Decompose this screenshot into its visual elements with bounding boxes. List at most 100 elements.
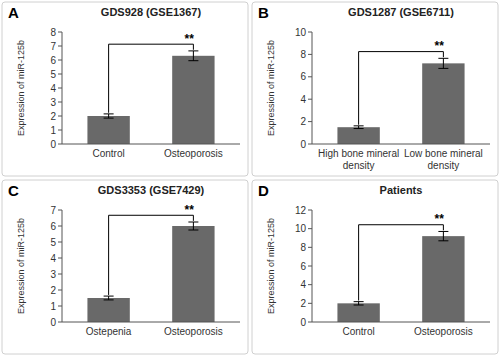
y-axis [312,32,313,144]
bar [87,298,129,322]
plot-area [87,51,214,144]
x-tick-label-line: Control [92,148,124,159]
y-tick-label: 1 [50,301,56,312]
y-tick-label: 3 [50,97,56,108]
y-tick [308,121,312,122]
y-tick [308,303,312,304]
y-tick [58,274,62,275]
y-tick [308,54,312,55]
y-tick-label: 8 [50,27,56,38]
panel: AGDS928 (GSE1367)Expression of miR-125b0… [2,2,248,176]
plot-area [337,231,464,322]
y-tick [308,266,312,267]
error-bar [438,58,448,68]
y-tick-label: 2 [300,298,306,309]
x-tick-label: Osteoporosis [414,326,473,337]
y-tick-label: 6 [300,71,306,82]
y-tick-label: 6 [50,221,56,232]
y-tick-label: 6 [50,55,56,66]
y-tick [58,88,62,89]
y-tick [308,32,312,33]
significance-text: ** [434,39,444,53]
x-tick-label-line: density [428,160,460,171]
x-tick-label-line: Osteoporosis [164,148,223,159]
y-tick [308,144,312,145]
y-tick [308,228,312,229]
bar [422,236,464,322]
x-tick-label: Ostepenia [86,326,132,337]
y-tick [308,322,312,323]
x-tick-label-line: High bone mineral [318,148,399,159]
panel-border [252,180,498,354]
x-tick-label-line: Low bone mineral [404,148,483,159]
x-axis [62,322,240,323]
significance-bracket [359,52,444,125]
bar [172,226,214,322]
plot-area [87,222,214,322]
y-tick-label: 5 [50,69,56,80]
significance-bracket [359,225,444,301]
y-tick [58,46,62,47]
y-tick-label: 2 [50,111,56,122]
y-tick-label: 6 [300,261,306,272]
y-tick-label: 5 [50,237,56,248]
error-bar [438,231,448,240]
y-axis-label: Expression of miR-125b [266,218,276,314]
x-axis [62,144,240,145]
bar [337,127,379,144]
x-axis [312,144,490,145]
error-bar [354,302,364,305]
y-tick-label: 8 [300,242,306,253]
error-bar [104,296,114,300]
y-tick-label: 0 [300,317,306,328]
y-tick-label: 0 [50,317,56,328]
significance-bracket [109,215,194,295]
y-tick [58,60,62,61]
y-tick [308,99,312,100]
error-bar [354,126,364,129]
y-tick-label: 1 [50,125,56,136]
panel: DPatientsExpression of miR-125b024681012… [252,180,498,354]
bar [337,303,379,322]
y-tick [308,210,312,211]
significance-text: ** [184,203,194,217]
y-tick [58,322,62,323]
y-tick [58,210,62,211]
x-tick-label: Control [92,148,124,159]
y-tick [308,76,312,77]
title: GDS928 (GSE1367) [101,6,202,18]
y-tick-label: 4 [300,279,306,290]
y-axis-label: Expression of miR-125b [16,40,26,136]
bar [422,63,464,144]
panel-label: A [8,4,19,21]
y-tick-label: 10 [295,27,307,38]
y-tick [58,226,62,227]
error-bar [104,114,114,118]
y-tick [58,306,62,307]
y-tick [58,102,62,103]
y-tick [58,116,62,117]
y-tick [58,130,62,131]
y-axis [62,32,63,144]
panel-border [2,2,248,176]
x-tick-label: High bone mineraldensity [318,148,399,171]
y-tick [58,32,62,33]
x-tick-label: Osteoporosis [164,326,223,337]
significance-text: ** [184,32,194,46]
x-tick-label: Control [342,326,374,337]
y-tick [58,74,62,75]
panel: CGDS3353 (GSE7429)Expression of miR-125b… [2,180,248,354]
x-tick-label-line: Osteoporosis [164,326,223,337]
bar [172,56,214,144]
y-tick-label: 0 [300,139,306,150]
y-axis-label: Expression of miR-125b [16,218,26,314]
y-tick-label: 12 [295,205,307,216]
panel-border [2,180,248,354]
title: Patients [380,184,423,196]
significance-bracket [109,44,194,113]
y-tick-label: 4 [300,94,306,105]
x-tick-label-line: Ostepenia [86,326,132,337]
significance-text: ** [434,212,444,226]
x-tick-label: Osteoporosis [164,148,223,159]
y-tick-label: 10 [295,223,307,234]
